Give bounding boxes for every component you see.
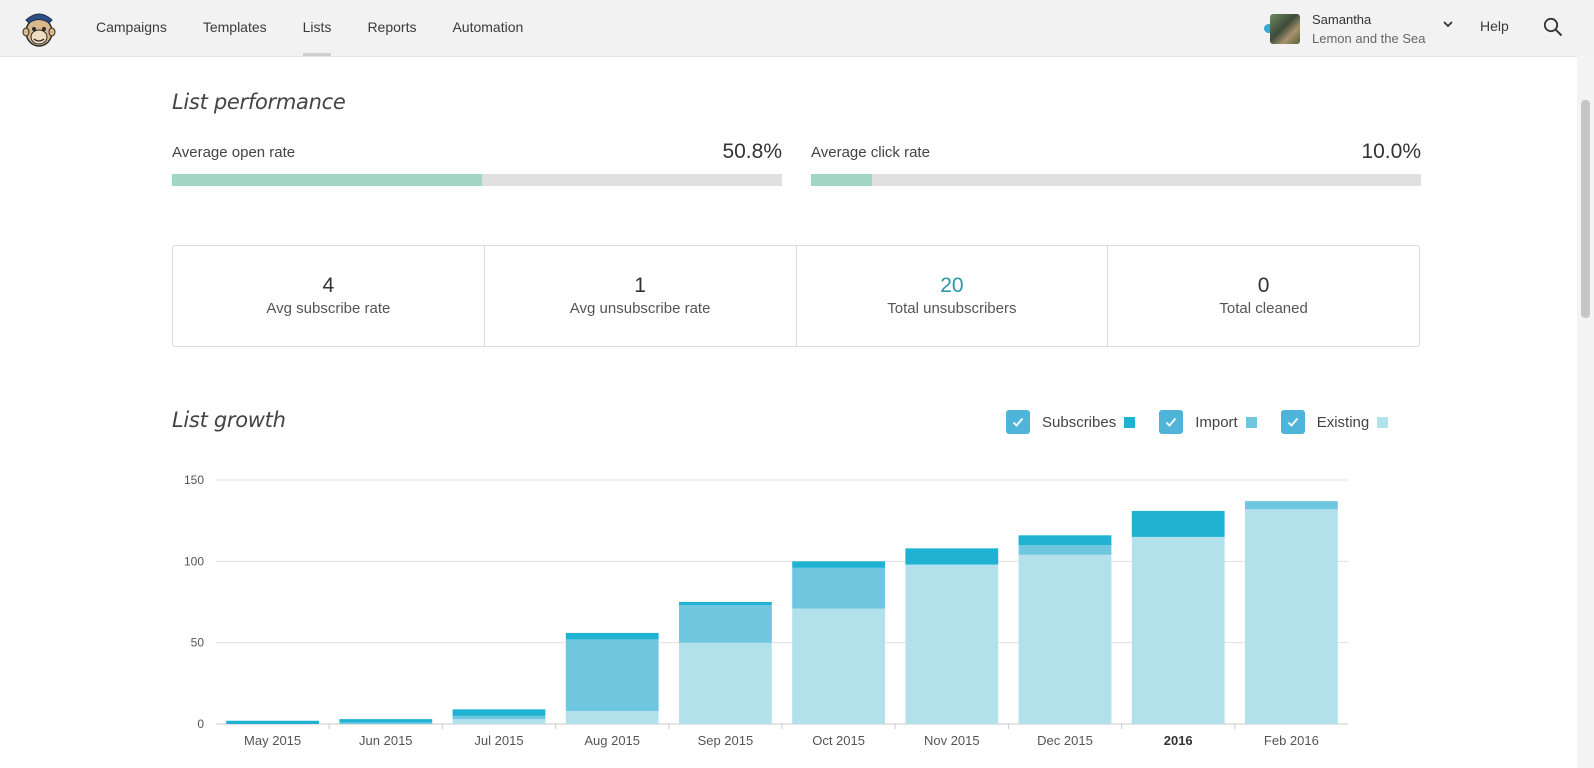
x-tick-label: Dec 2015	[1037, 733, 1093, 748]
stat-value: 4	[322, 274, 335, 297]
click-rate-track	[811, 174, 1421, 186]
account-menu[interactable]: Samantha Lemon and the Sea	[1264, 12, 1460, 46]
bar-segment-import	[678, 605, 772, 643]
notification-dot	[1264, 24, 1273, 33]
nav-lists[interactable]: Lists	[302, 0, 331, 56]
bar-segment-import	[339, 722, 433, 724]
legend-swatch	[1377, 416, 1389, 428]
open-rate-track	[172, 174, 782, 186]
stat-value: 0	[1257, 274, 1270, 297]
bar-segment-import	[565, 639, 659, 711]
x-tick-label: Aug 2015	[584, 733, 640, 748]
chart-legend: Subscribes Import Existing	[982, 410, 1389, 434]
x-tick-label: Oct 2015	[812, 733, 865, 748]
y-tick-label: 100	[184, 554, 204, 568]
legend-label: Import	[1195, 413, 1238, 431]
bar-segment-subscribes	[1018, 535, 1112, 546]
x-tick-label: 2016	[1164, 733, 1193, 748]
stat-total-unsubscribers: 20 Total unsubscribers	[797, 246, 1109, 346]
legend-swatch	[1124, 416, 1136, 428]
total-unsubscribers-link[interactable]: 20	[940, 274, 964, 297]
bar-segment-subscribes	[339, 719, 433, 723]
bar-segment-subscribes	[792, 561, 886, 568]
stat-label: Total cleaned	[1219, 300, 1308, 317]
stat-label: Avg unsubscribe rate	[569, 300, 711, 317]
legend-label: Existing	[1316, 413, 1370, 431]
open-rate-label: Average open rate	[172, 144, 296, 161]
help-link[interactable]: Help	[1480, 18, 1509, 34]
bar-segment-existing	[565, 710, 659, 724]
scrollbar-thumb[interactable]	[1581, 100, 1590, 318]
stats-panel: 4 Avg subscribe rate 1 Avg unsubscribe r…	[172, 245, 1420, 347]
stat-label: Total unsubscribers	[887, 300, 1017, 317]
y-tick-label: 50	[191, 636, 205, 650]
legend-label: Subscribes	[1042, 413, 1117, 431]
x-tick-label: Sep 2015	[698, 733, 754, 748]
legend-swatch	[1245, 416, 1257, 428]
bar-segment-subscribes	[226, 720, 320, 724]
open-rate-fill	[172, 174, 482, 186]
bar-segment-subscribes	[565, 632, 659, 640]
stat-total-cleaned: 0 Total cleaned	[1108, 246, 1419, 346]
legend-subscribes[interactable]: Subscribes	[1006, 410, 1136, 434]
bar-segment-subscribes	[678, 602, 772, 606]
stat-label: Avg subscribe rate	[266, 300, 391, 317]
bar-segment-import	[1244, 501, 1338, 510]
avatar[interactable]	[1270, 14, 1300, 44]
bar-segment-existing	[452, 719, 546, 724]
bar-segment-existing	[1244, 509, 1338, 724]
bar-segment-existing	[678, 642, 772, 724]
open-rate-value: 50.8%	[722, 140, 782, 163]
nav-automation[interactable]: Automation	[452, 19, 524, 35]
chevron-down-icon[interactable]	[1442, 18, 1454, 30]
bar-segment-import	[792, 567, 886, 609]
account-org: Lemon and the Sea	[1312, 31, 1426, 46]
nav-reports[interactable]: Reports	[367, 19, 417, 35]
x-tick-label: May 2015	[244, 733, 301, 748]
bar-segment-subscribes	[905, 548, 999, 565]
x-tick-label: Jul 2015	[474, 733, 523, 748]
bar-segment-subscribes	[1131, 510, 1225, 537]
y-tick-label: 150	[184, 473, 204, 487]
main-nav: Campaigns Templates Lists Reports Automa…	[96, 0, 559, 56]
x-tick-label: Jun 2015	[359, 733, 413, 748]
bar-segment-existing	[1018, 554, 1112, 724]
bar-segment-existing	[1131, 536, 1225, 724]
top-nav-bar: Campaigns Templates Lists Reports Automa…	[0, 0, 1594, 57]
click-rate-fill	[811, 174, 872, 186]
checkbox-checked-icon[interactable]	[1159, 410, 1184, 434]
mailchimp-logo-icon[interactable]	[22, 10, 56, 48]
bar-segment-existing	[905, 564, 999, 724]
list-performance-title: List performance	[172, 90, 346, 114]
bar-segment-subscribes	[452, 709, 546, 716]
search-icon[interactable]	[1543, 17, 1563, 37]
list-growth-title: List growth	[172, 408, 286, 432]
stat-avg-unsubscribe-rate: 1 Avg unsubscribe rate	[485, 246, 797, 346]
click-rate-label: Average click rate	[811, 144, 930, 161]
checkbox-checked-icon[interactable]	[1280, 410, 1305, 434]
account-name: Samantha	[1312, 12, 1372, 27]
click-rate-value: 10.0%	[1361, 140, 1421, 163]
x-tick-label: Nov 2015	[924, 733, 980, 748]
nav-campaigns[interactable]: Campaigns	[96, 19, 167, 35]
x-tick-label: Feb 2016	[1264, 733, 1319, 748]
bar-segment-import	[452, 715, 546, 720]
stat-avg-subscribe-rate: 4 Avg subscribe rate	[173, 246, 485, 346]
bar-segment-import	[1018, 545, 1112, 555]
y-tick-label: 0	[197, 717, 204, 731]
legend-import[interactable]: Import	[1159, 410, 1257, 434]
stat-value: 1	[634, 274, 646, 297]
legend-existing[interactable]: Existing	[1280, 410, 1389, 434]
bar-segment-existing	[792, 608, 886, 724]
nav-templates[interactable]: Templates	[202, 19, 267, 35]
checkbox-checked-icon[interactable]	[1006, 410, 1030, 434]
list-growth-chart: 0 50 100 150 May 2015 Jun 2015 Jul 2015 Aug 201…	[184, 473, 1348, 748]
